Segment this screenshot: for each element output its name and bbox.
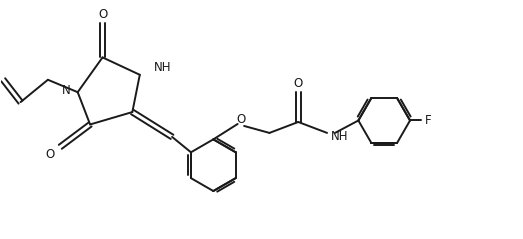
Text: O: O (98, 8, 107, 21)
Text: O: O (293, 77, 303, 90)
Text: O: O (236, 113, 245, 126)
Text: NH: NH (154, 61, 171, 74)
Text: NH: NH (331, 130, 348, 143)
Text: O: O (46, 148, 55, 161)
Text: F: F (425, 114, 431, 127)
Text: N: N (62, 84, 71, 97)
